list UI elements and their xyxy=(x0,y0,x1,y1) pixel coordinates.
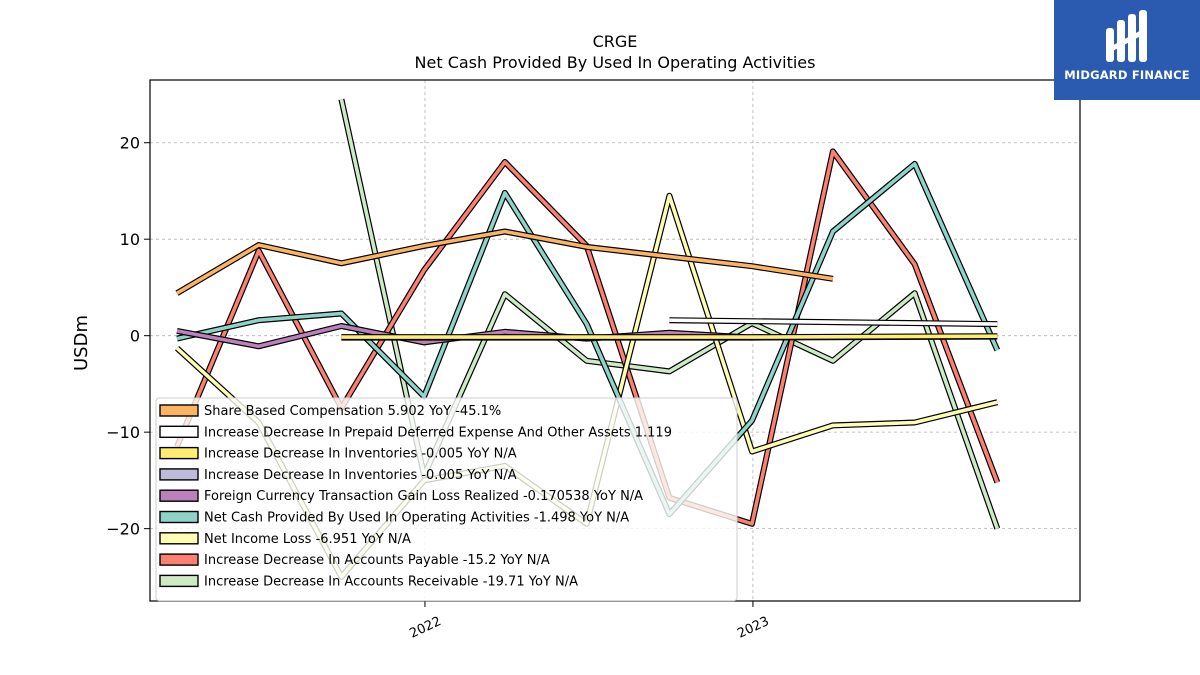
legend-item: Net Cash Provided By Used In Operating A… xyxy=(159,510,629,526)
legend-item: Increase Decrease In Accounts Payable -1… xyxy=(159,553,550,568)
x-tick-label: 2023 xyxy=(735,614,771,642)
legend-label: Increase Decrease In Prepaid Deferred Ex… xyxy=(204,425,672,440)
legend-label: Foreign Currency Transaction Gain Loss R… xyxy=(204,489,643,504)
brand-logo: MIDGARD FINANCE xyxy=(1054,0,1200,100)
legend-swatch xyxy=(159,446,199,460)
x-tick-label: 2022 xyxy=(407,614,443,642)
legend-item: Increase Decrease In Prepaid Deferred Ex… xyxy=(159,425,672,440)
series-line xyxy=(341,334,998,339)
chart-subtitle: Net Cash Provided By Used In Operating A… xyxy=(415,53,816,72)
y-tick-label: 20 xyxy=(120,134,140,153)
brand-name: MIDGARD FINANCE xyxy=(1064,68,1190,82)
chart-title: CRGE xyxy=(593,32,638,51)
series-line xyxy=(176,162,999,517)
legend-swatch xyxy=(159,489,199,502)
series-line xyxy=(176,229,834,295)
y-tick-label: 10 xyxy=(120,230,140,249)
legend-swatch xyxy=(159,532,199,545)
y-tick-label: −20 xyxy=(106,520,140,539)
y-axis-label: USDm xyxy=(71,315,92,371)
legend-swatch xyxy=(159,404,199,417)
series-line xyxy=(669,318,998,326)
legend-swatch xyxy=(159,553,199,566)
series-share-based-compensation xyxy=(175,228,834,296)
legend: Share Based Compensation 5.902 YoY -45.1… xyxy=(155,397,738,602)
y-tick-label: 0 xyxy=(130,327,140,346)
legend-label: Increase Decrease In Accounts Payable -1… xyxy=(204,553,550,568)
y-tick-label: −10 xyxy=(106,423,140,442)
legend-swatch xyxy=(159,510,199,524)
legend-item: Share Based Compensation 5.902 YoY -45.1… xyxy=(159,404,501,419)
legend-label: Net Cash Provided By Used In Operating A… xyxy=(204,511,629,526)
legend-swatch xyxy=(159,468,199,481)
legend-label: Increase Decrease In Inventories -0.005 … xyxy=(204,468,517,483)
legend-item: Foreign Currency Transaction Gain Loss R… xyxy=(159,489,643,504)
legend-item: Increase Decrease In Accounts Receivable… xyxy=(159,574,578,589)
legend-label: Net Income Loss -6.951 YoY N/A xyxy=(204,532,411,547)
legend-label: Share Based Compensation 5.902 YoY -45.1… xyxy=(204,404,501,419)
legend-box xyxy=(155,397,738,602)
series-net-cash-provided-by-used-in-operating-activities xyxy=(176,160,1001,518)
legend-item: Net Income Loss -6.951 YoY N/A xyxy=(159,532,411,547)
legend-label: Increase Decrease In Accounts Receivable… xyxy=(204,574,578,589)
series-increase-decrease-in-prepaid-deferred-expense-and-other-assets xyxy=(669,317,998,328)
legend-swatch xyxy=(159,574,199,588)
series-increase-decrease-in-inventories xyxy=(341,333,998,341)
legend-item: Increase Decrease In Inventories -0.005 … xyxy=(159,468,517,483)
legend-item: Increase Decrease In Inventories -0.005 … xyxy=(159,446,517,462)
legend-label: Increase Decrease In Inventories -0.005 … xyxy=(204,447,517,462)
legend-swatch xyxy=(159,425,199,438)
brand-mark-icon xyxy=(1106,10,1147,62)
